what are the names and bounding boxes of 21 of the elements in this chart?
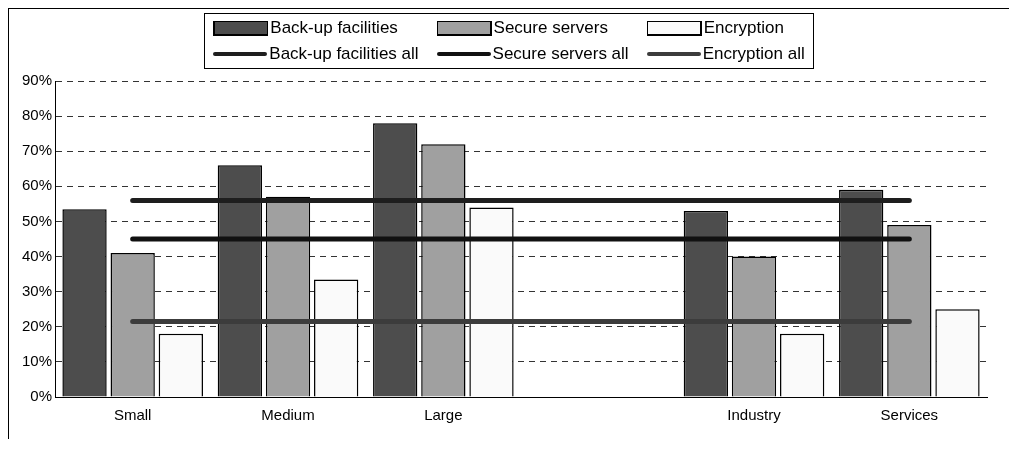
y-tick-label: 40%	[21, 246, 53, 264]
y-tick-label: 50%	[21, 211, 53, 229]
x-tick-label: Industry	[727, 406, 782, 424]
legend-label: Back-up facilities all	[269, 44, 419, 64]
y-tick-label: 10%	[21, 352, 53, 370]
x-tick-label: Medium	[261, 406, 315, 424]
y-tick-label: 70%	[21, 141, 53, 159]
y-tick-label: 80%	[21, 106, 53, 124]
x-tick-label: Small	[113, 406, 152, 424]
y-tick-label: 20%	[21, 316, 53, 334]
legend-label: Encryption all	[702, 44, 805, 64]
x-tick-label: Services	[880, 406, 939, 424]
legend-label: Back-up facilities	[270, 18, 398, 38]
legend-label: Secure servers	[493, 18, 608, 38]
legend-label: Secure servers all	[492, 44, 629, 64]
x-tick-label: Large	[424, 406, 463, 424]
y-tick-label: 0%	[30, 387, 53, 405]
legend-label: Encryption	[703, 18, 784, 38]
y-tick-label: 30%	[21, 281, 53, 299]
y-tick-label: 60%	[21, 176, 53, 194]
y-tick-label: 90%	[21, 71, 53, 89]
